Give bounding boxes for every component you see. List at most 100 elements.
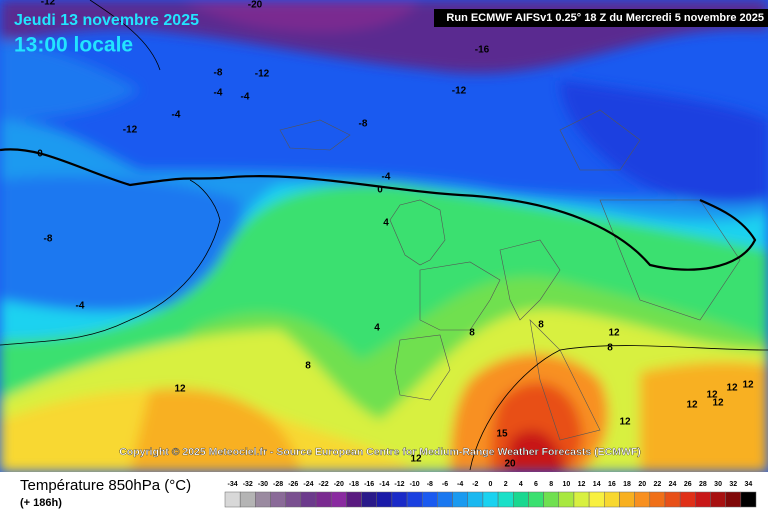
scale-label: -30 (258, 481, 268, 488)
scale-label: -14 (379, 481, 389, 488)
contour-label: 12 (726, 383, 738, 394)
contour-label: 4 (374, 323, 380, 334)
color-swatch (361, 491, 377, 508)
scale-label: 28 (699, 481, 707, 488)
color-swatch (528, 491, 544, 508)
contour-label: -8 (214, 68, 223, 79)
scale-label: 24 (669, 481, 677, 488)
contour-label: -4 (172, 110, 181, 121)
scale-label: 16 (608, 481, 616, 488)
contour-line (89, 0, 768, 471)
scale-label: 18 (623, 481, 631, 488)
color-swatch (376, 491, 393, 508)
color-swatch (710, 491, 726, 508)
color-swatch (573, 491, 590, 508)
contour-label: 8 (607, 343, 613, 354)
contour-label: 12 (174, 384, 186, 395)
contour-label: 12 (686, 400, 698, 411)
color-swatch (558, 491, 575, 508)
contour-label: -4 (214, 88, 223, 99)
color-swatch (391, 491, 408, 508)
scale-label: -8 (427, 481, 433, 488)
scale-label: -6 (442, 481, 448, 488)
color-swatch (604, 491, 620, 508)
contour-label: 8 (469, 328, 475, 339)
contour-label: -8 (359, 119, 368, 130)
contour-label: 8 (305, 361, 311, 372)
scale-label: 34 (745, 481, 753, 488)
scale-label: 0 (489, 481, 493, 488)
scale-label: -32 (243, 481, 253, 488)
scale-label: 6 (534, 481, 538, 488)
contour-label: -4 (382, 172, 391, 183)
scale-label: -20 (334, 481, 344, 488)
contour-label: 12 (712, 398, 724, 409)
scale-label: -2 (472, 481, 478, 488)
color-swatch (497, 491, 514, 508)
scale-label: 10 (562, 481, 570, 488)
scale-label: 12 (578, 481, 586, 488)
color-swatch (679, 491, 696, 508)
time: 13:00 locale (14, 34, 133, 57)
run-info: Run ECMWF AIFSv1 0.25° 18 Z du Mercredi … (446, 12, 764, 24)
color-swatch (224, 491, 241, 508)
contour-label: 0 (377, 185, 383, 196)
contour-label: -4 (241, 92, 250, 103)
contour-label: 12 (619, 417, 631, 428)
color-swatch (543, 491, 560, 508)
scale-label: 8 (549, 481, 553, 488)
color-scale: -34 -32 -30 -28 -26 -24 -22 -20 -18 -16 -14 -12 -10-… (224, 481, 757, 508)
color-swatch (285, 491, 302, 508)
legend-title: Température 850hPa (°C) (20, 477, 191, 494)
contour-label: -12 (452, 86, 467, 97)
contour-label: 12 (608, 328, 620, 339)
temperature-field (0, 0, 768, 473)
scale-label: -28 (273, 481, 283, 488)
scale-label: -16 (364, 481, 374, 488)
color-swatch (695, 491, 711, 508)
contour-label: 20 (504, 459, 516, 470)
color-swatch (437, 491, 453, 508)
zero-contour (0, 148, 757, 271)
color-swatch (664, 491, 681, 508)
scale-label: 22 (653, 481, 661, 488)
scale-label: -24 (303, 481, 313, 488)
contour-label: 12 (742, 380, 754, 391)
contour-label: -4 (76, 301, 85, 312)
scale-label: -34 (228, 481, 238, 488)
contour-label: -12 (255, 69, 270, 80)
scale-label: -22 (319, 481, 329, 488)
scale-label: -12 (394, 481, 404, 488)
run-box (434, 9, 768, 27)
color-swatch (513, 491, 529, 508)
scale-label: 30 (714, 481, 722, 488)
date: Jeudi 13 novembre 2025 (14, 12, 199, 29)
copyright: Copyright © 2025 Meteociel.fr - Source E… (119, 446, 641, 458)
contour-label: 12 (410, 454, 422, 465)
contour-label: -16 (475, 45, 490, 56)
contour-label: 15 (496, 429, 508, 440)
color-swatch (300, 491, 317, 508)
color-swatch (452, 491, 468, 508)
scale-label: -10 (410, 481, 420, 488)
scale-label: 20 (638, 481, 646, 488)
scale-label: 4 (519, 481, 523, 488)
contour-label: 12 (706, 390, 718, 401)
color-swatch (649, 491, 666, 508)
lead-time: (+ 186h) (20, 497, 62, 509)
contour-label: -8 (44, 234, 53, 245)
color-swatch (270, 491, 286, 508)
contour-label: -12 (41, 0, 56, 8)
scale-label: -4 (457, 481, 463, 488)
color-swatch (619, 491, 635, 508)
scale-label: 26 (684, 481, 692, 488)
color-swatch (588, 491, 605, 508)
color-swatch (740, 491, 757, 508)
contour-labels: -12 -20 -16 -8 -12 -4 -4 -12 -4 -12 -8 0 -4 0 -8 4 -4 4 8 8… (37, 0, 754, 470)
color-swatch (330, 491, 347, 508)
color-swatch (255, 491, 271, 508)
scale-label: 32 (729, 481, 737, 488)
contour-label: 4 (383, 218, 389, 229)
contour-label: 8 (538, 320, 544, 331)
color-swatch (725, 491, 742, 508)
